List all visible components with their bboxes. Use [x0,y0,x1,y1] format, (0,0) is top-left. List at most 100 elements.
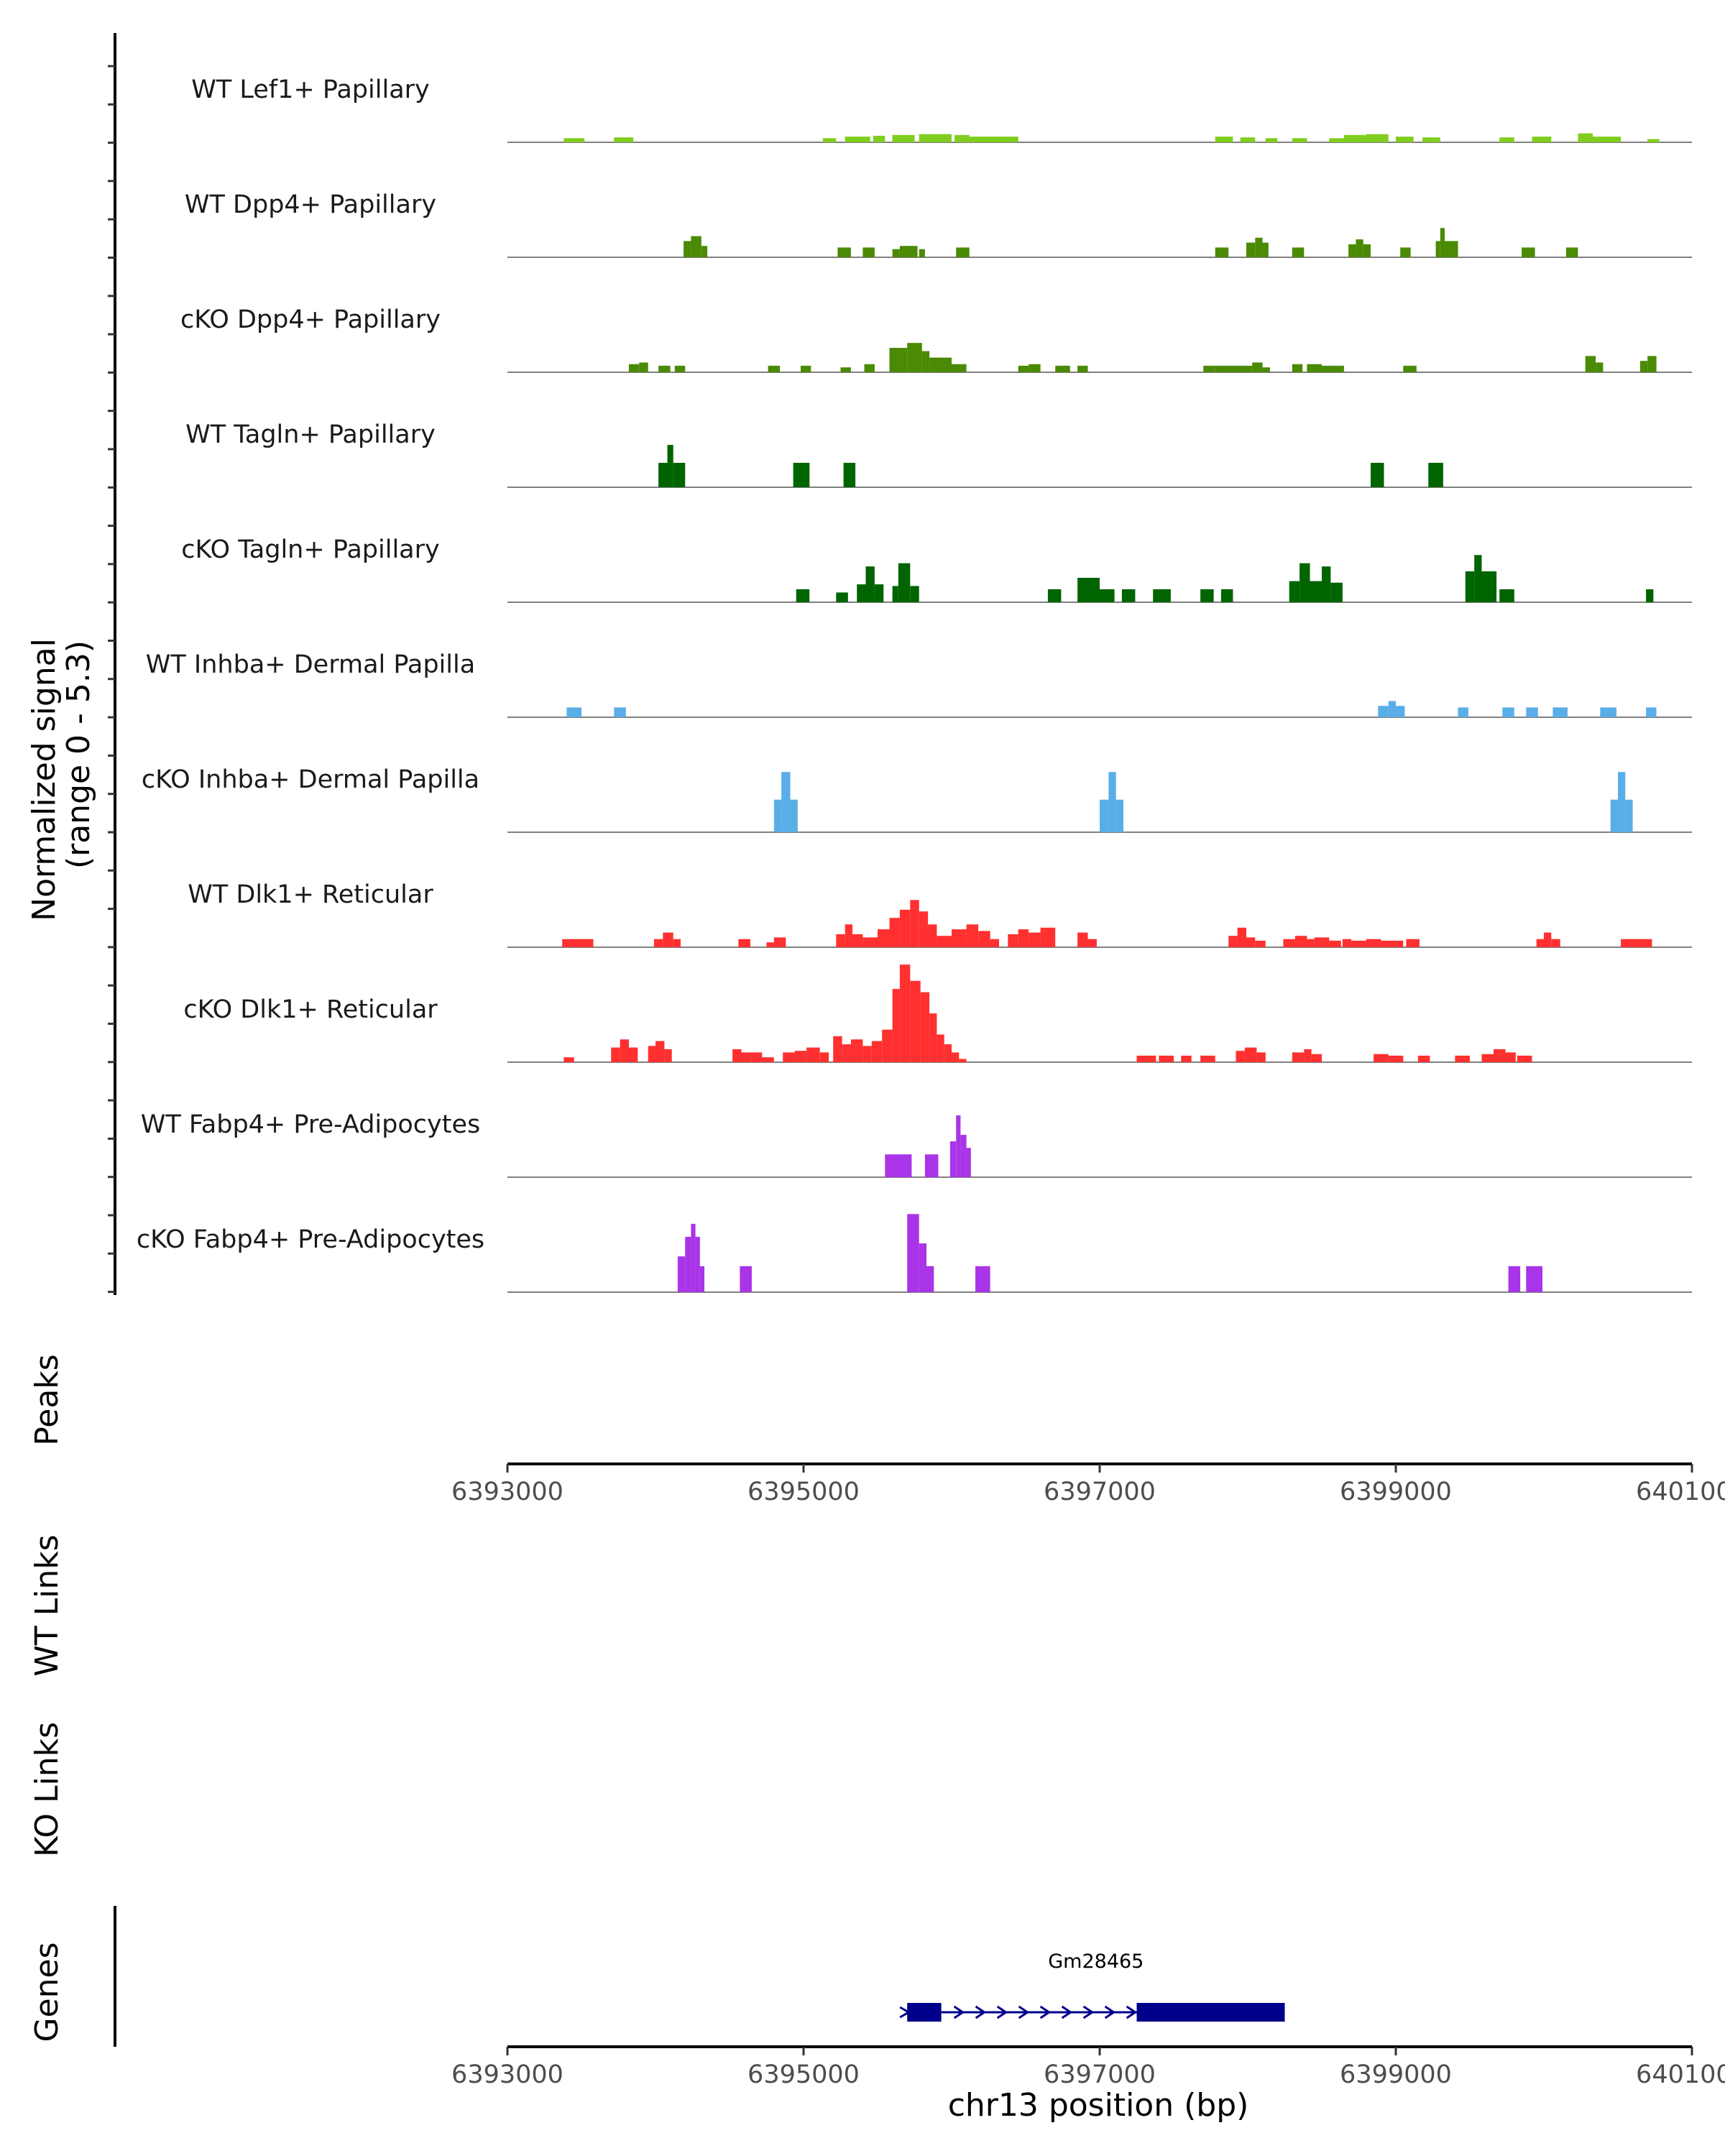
peaks-track-label: Peaks [29,1354,65,1445]
signal-bar [766,942,774,947]
strand-arrow [1082,2005,1095,2019]
gene-exon [1136,2003,1285,2022]
signal-bar [1356,239,1363,257]
signal-bar [882,1029,893,1062]
signal-bar [885,1154,912,1177]
signal-bar [929,1013,937,1062]
signal-bar [1265,138,1278,142]
ko-links-track-label: KO Links [29,1722,65,1857]
signal-bar [919,911,929,947]
signal-bar [1388,1055,1404,1062]
signal-bar [1618,772,1626,832]
signal-bar [899,964,911,1062]
signal-bar [1252,362,1263,372]
signal-bar [1236,1051,1245,1062]
signal-bar [1502,707,1514,717]
signal-bar [1526,707,1538,717]
signal-bar [614,707,626,717]
y-axis-title-line2: (range 0 - 5.3) [60,640,97,869]
signal-bar [1381,940,1404,947]
signal-bar [924,1154,939,1177]
signal-bar [1366,939,1381,947]
signal-bar [1400,247,1411,257]
track-label: WT Inhba+ Dermal Papilla [146,650,475,679]
track-label: cKO Dpp4+ Papillary [180,305,441,334]
signal-bar [966,1148,971,1177]
signal-bar [1544,932,1552,947]
signal-bar [1565,247,1578,257]
signal-bar [1310,581,1322,602]
signal-bar [701,246,708,257]
signal-bar [1396,137,1414,142]
signal-bar [664,1049,672,1062]
signal-bar [1215,365,1253,372]
signal-bar [907,1214,919,1292]
track-7: WT Dlk1+ Reticular [188,880,1692,948]
signal-bar [564,1057,574,1062]
signal-bar [781,772,791,832]
signal-bar [1307,364,1322,372]
signal-bar [1465,571,1475,602]
gene-name: Gm28465 [1048,1950,1144,1973]
signal-bar [840,367,851,372]
signal-bar [836,592,848,602]
signal-bar [1428,463,1443,487]
signal-bar [628,1047,638,1062]
signal-bar [1440,228,1445,257]
signal-bar [898,563,911,602]
signal-bar [865,566,875,602]
signal-bar [614,137,634,142]
track-4: cKO Tagln+ Papillary [181,535,1692,603]
signal-bar [1625,799,1633,832]
signal-bar [564,138,585,142]
signal-bar [1304,1049,1312,1062]
gene-exon [907,2003,942,2022]
track-label: WT Dlk1+ Reticular [188,880,433,909]
track-6: cKO Inhba+ Dermal Papilla [142,765,1692,833]
track-label: WT Tagln+ Papillary [185,420,436,449]
signal-bar [806,1047,820,1062]
signal-bar [1100,589,1115,602]
signal-bar [1220,589,1233,602]
strand-arrow [996,2005,1008,2019]
signal-bar [845,137,870,142]
signal-bar [699,1266,704,1292]
signal-bar [1087,939,1097,947]
signal-bar [674,365,686,372]
signal-bar [566,707,581,717]
signal-bar [685,1237,691,1292]
signal-bar [852,934,863,947]
signal-bar [929,357,952,372]
signal-bar [1396,706,1405,717]
signal-bar [1526,1266,1542,1292]
signal-bar [740,1266,752,1292]
track-9: WT Fabp4+ Pre-Adipocytes [141,1110,1692,1178]
signal-bar [874,584,884,602]
signal-bar [1047,589,1062,602]
x-tick-label: 6401000 [1636,1478,1725,1506]
signal-bar [1343,134,1366,142]
signal-bar [857,584,866,602]
signal-bar [1108,772,1116,832]
signal-bar [684,241,691,257]
signal-bar [822,138,837,142]
signal-bar [1610,799,1618,832]
x-tick-label: 6397000 [1044,1478,1156,1506]
signal-bar [1351,940,1366,947]
signal-bar [864,364,875,372]
signal-bar [954,134,970,142]
signal-bar [1292,138,1307,142]
signal-bar [1388,701,1396,717]
signal-bar [790,799,798,832]
track-label: cKO Fabp4+ Pre-Adipocytes [137,1225,484,1254]
signal-bar [944,1044,952,1062]
signal-bar [1077,578,1100,602]
signal-bar [677,1256,686,1292]
wt-links-track-label: WT Links [29,1534,65,1676]
signal-bar [926,1266,934,1292]
signal-bar [1203,365,1215,372]
signal-bar [899,909,911,947]
signal-bar [562,939,594,947]
x-axis-title: chr13 position (bp) [948,2087,1249,2124]
signal-bar [1307,939,1315,947]
